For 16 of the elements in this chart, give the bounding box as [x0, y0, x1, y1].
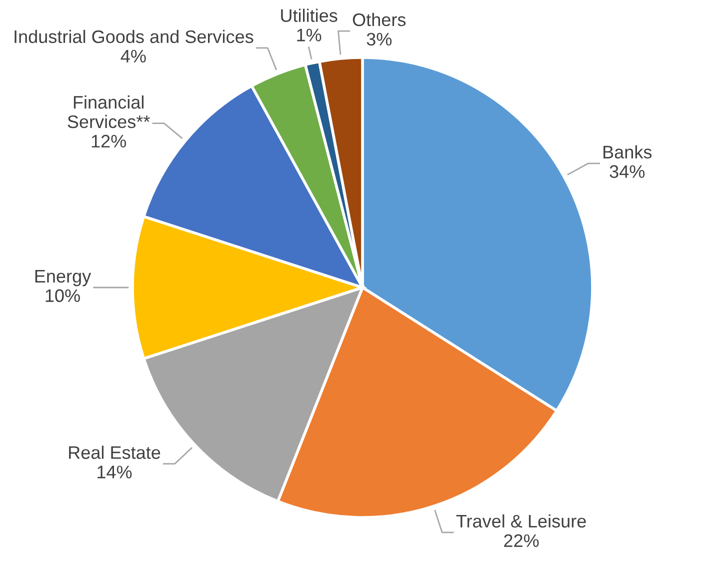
slice-label: Energy	[35, 270, 92, 286]
data-label: 4%	[120, 50, 146, 62]
slice-label: Banks	[604, 145, 652, 159]
slice-label: Others	[352, 12, 406, 26]
slice-label: Real Estate	[69, 446, 160, 459]
data-label: 12%	[92, 134, 126, 148]
slice-label: Financial Services**	[68, 95, 150, 128]
data-label: 14%	[98, 466, 132, 478]
data-label: 34%	[610, 165, 645, 178]
slice-label: Travel & Leisure	[456, 514, 586, 528]
data-label: 10%	[46, 289, 80, 302]
data-label: 3%	[366, 32, 392, 46]
data-label: 1%	[297, 28, 322, 42]
slice-label: Utilities	[281, 8, 338, 22]
data-label: 22%	[504, 534, 539, 547]
slice-label: Industrial Goods and Services	[14, 30, 254, 44]
